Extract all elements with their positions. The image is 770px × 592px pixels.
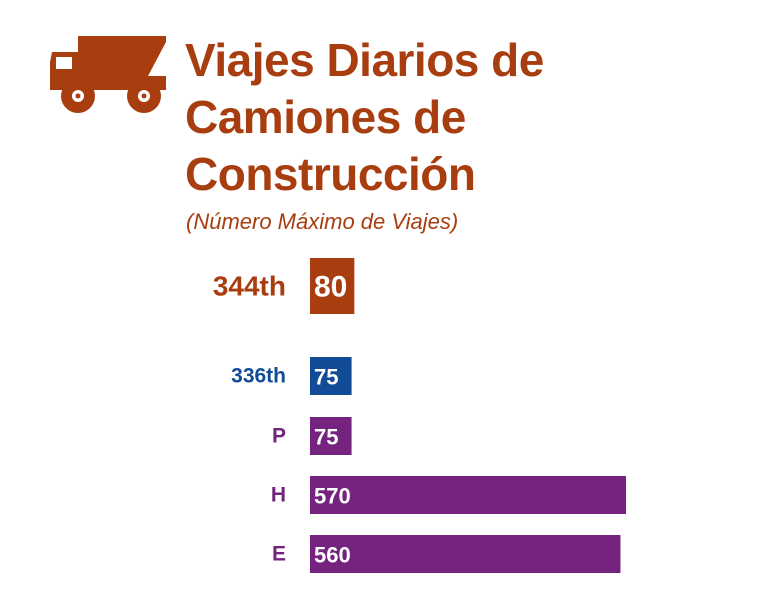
data-label-344th: 80	[314, 271, 347, 304]
bar-344th	[310, 258, 355, 314]
bar-h	[310, 476, 626, 514]
bar-p	[310, 417, 352, 455]
chart-title-line-1: Viajes Diarios de	[185, 34, 544, 86]
data-label-336th: 75	[314, 365, 338, 390]
chart-title-line-3: Construcción	[185, 148, 476, 200]
data-label-h: 570	[314, 484, 351, 509]
bar-e	[310, 535, 621, 573]
category-label-e: E	[272, 543, 286, 566]
category-label-344th: 344th	[213, 271, 286, 302]
data-label-e: 560	[314, 543, 351, 568]
chart-subtitle: (Número Máximo de Viajes)	[186, 209, 459, 234]
bar-336th	[310, 357, 352, 395]
dump-truck-icon	[50, 36, 166, 113]
category-label-p: P	[272, 425, 286, 448]
category-label-h: H	[271, 484, 286, 507]
category-label-336th: 336th	[231, 365, 286, 388]
data-label-p: 75	[314, 425, 338, 450]
chart-title-line-2: Camiones de	[185, 91, 466, 143]
chart-title: Viajes Diarios de Camiones de Construcci…	[185, 32, 745, 203]
